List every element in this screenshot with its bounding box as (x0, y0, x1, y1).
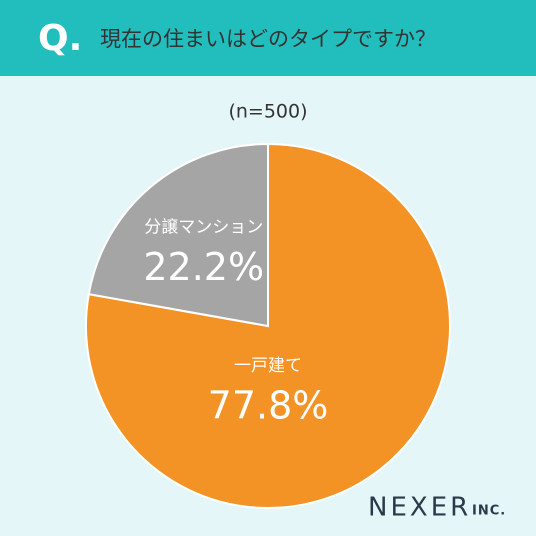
pie-slice (87, 142, 269, 328)
category-label: 一戸建て (234, 356, 302, 376)
chart-subtitle: (n=500) (228, 101, 307, 123)
brand: NEXER (368, 493, 471, 523)
pie (85, 142, 451, 509)
category-label: 分譲マンション (144, 217, 263, 237)
labels: 一戸建て 77.8% 分譲マンション 22.2% (143, 217, 328, 427)
chart-title: 現在の住まいはどのタイプですか？ (100, 27, 436, 51)
header-band (0, 0, 536, 76)
title-prefix: Q. (38, 18, 82, 59)
pie-slice (85, 142, 451, 509)
value-label: 22.2% (143, 245, 264, 289)
brand-suffix: INC. (472, 504, 506, 519)
value-label: 77.8% (208, 384, 329, 428)
